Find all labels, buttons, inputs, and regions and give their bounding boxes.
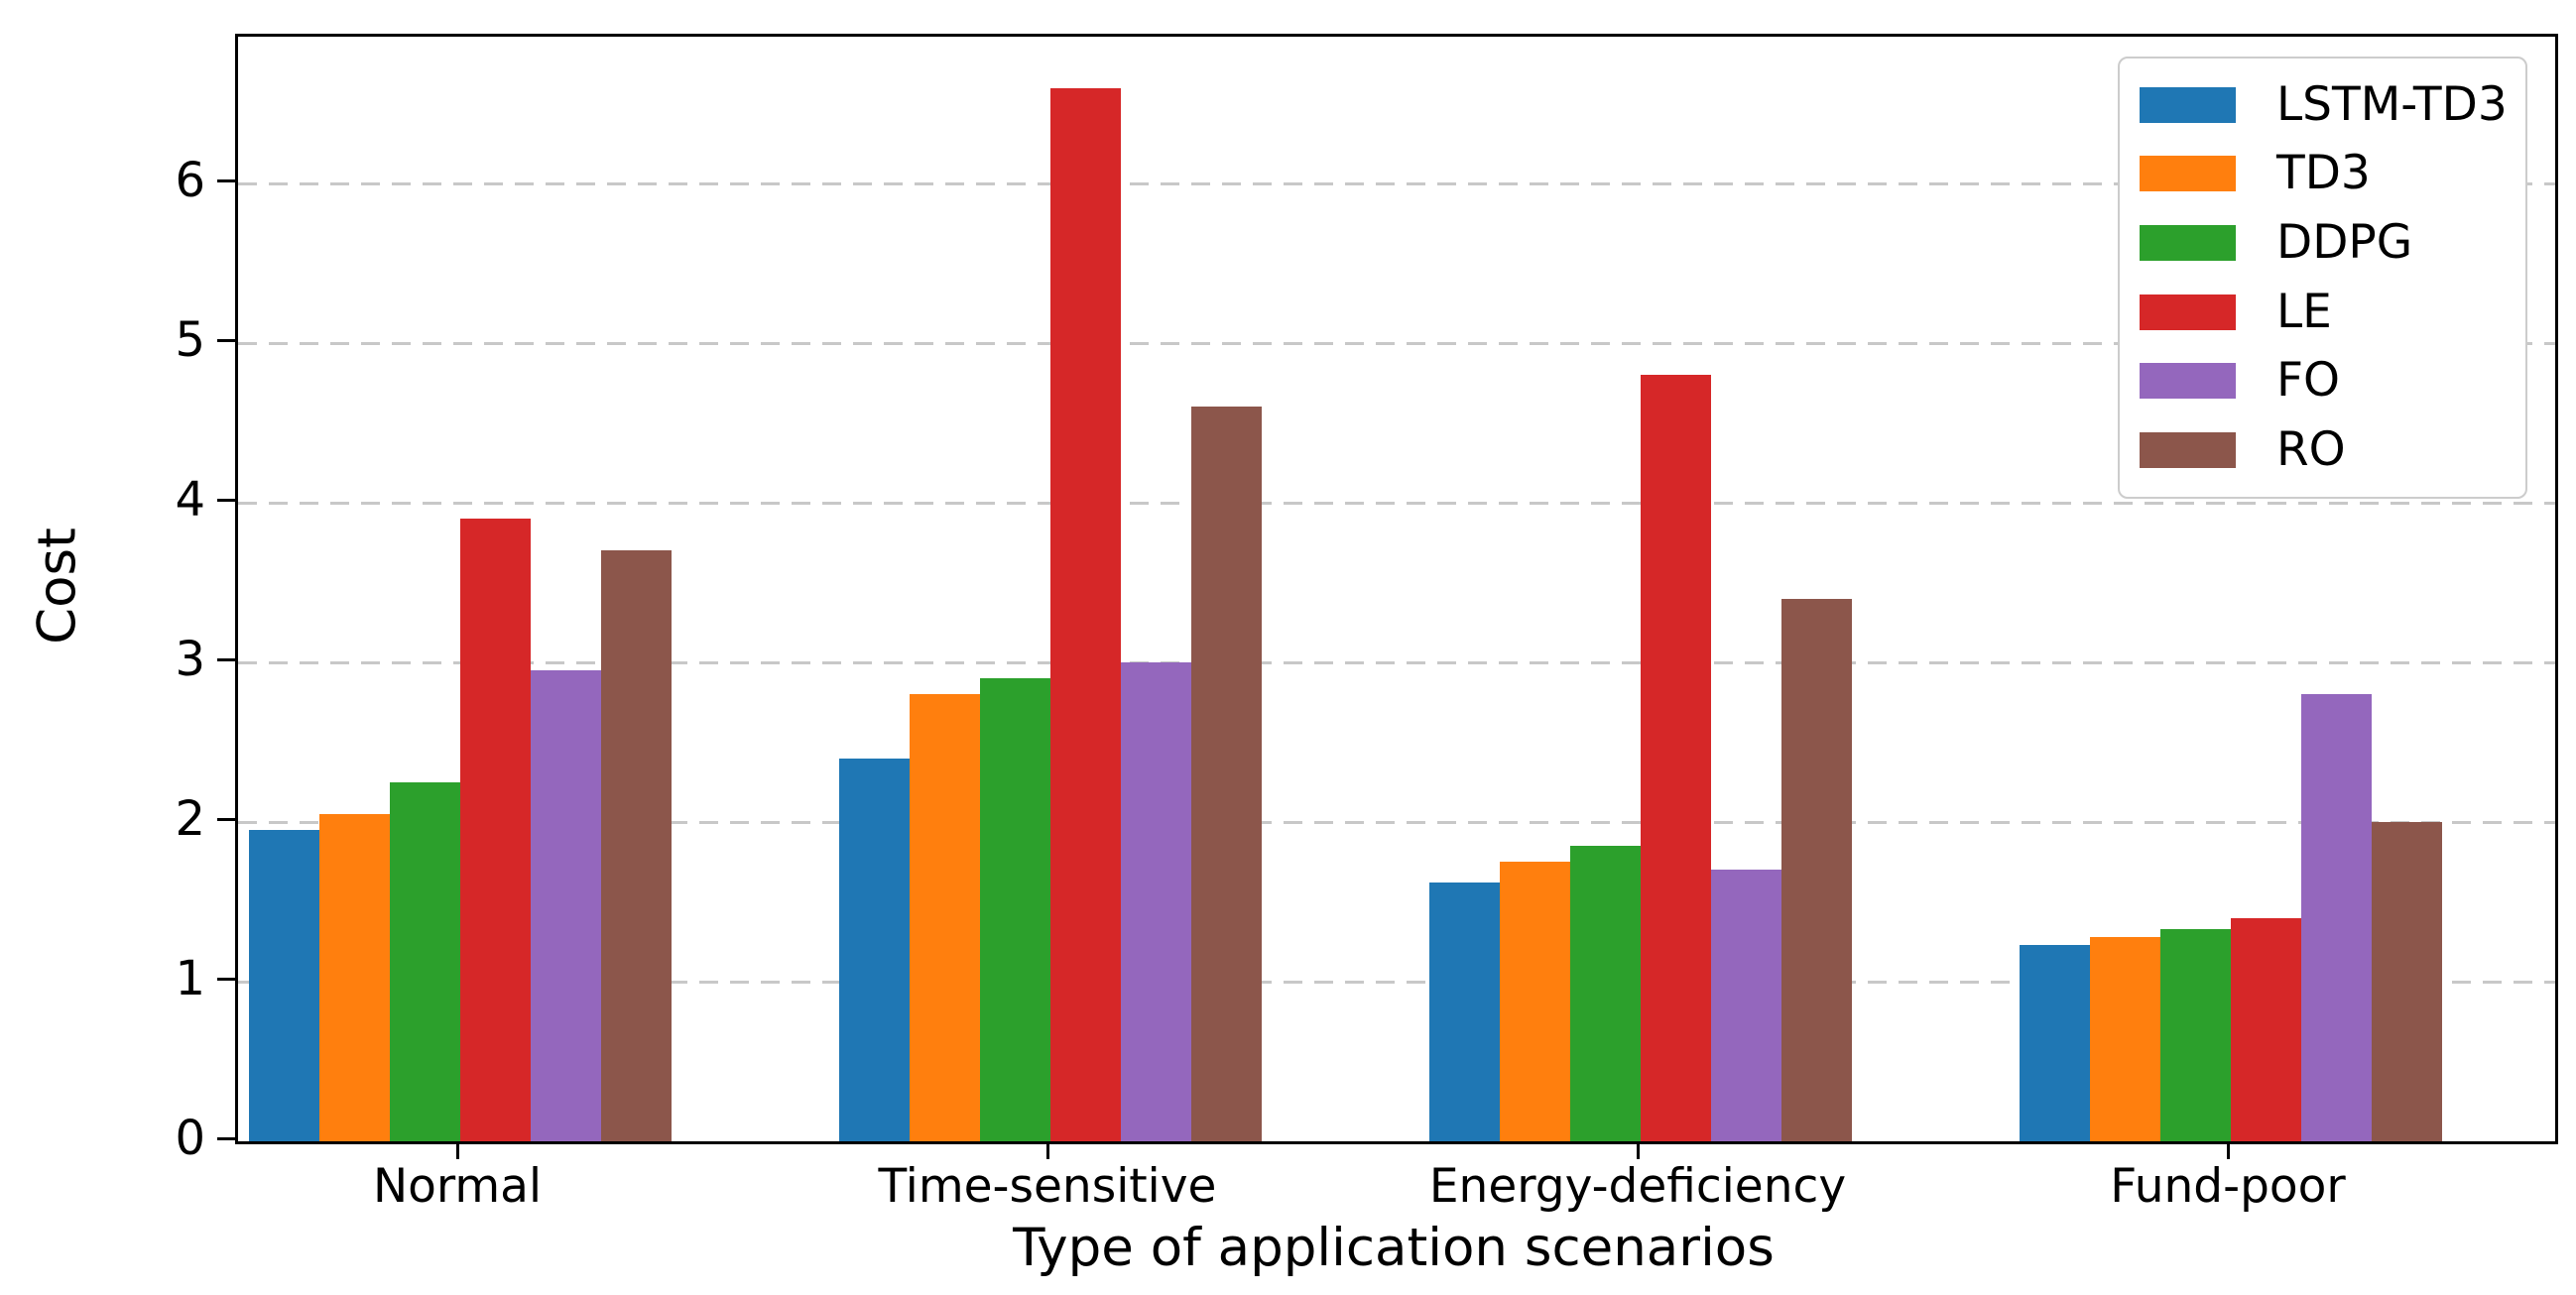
x-tick-label-Normal: Normal xyxy=(372,1159,543,1214)
y-tick-mark-3 xyxy=(217,657,235,661)
gridline-y6 xyxy=(238,181,2555,185)
x-tick-mark-Fund-poor xyxy=(2226,1141,2230,1159)
gridline-y1 xyxy=(238,980,2555,984)
gridline-y5 xyxy=(238,341,2555,345)
bar-LE-Fund-poor xyxy=(2231,917,2301,1141)
x-tick-mark-Normal xyxy=(455,1141,459,1159)
y-tick-label-4: 4 xyxy=(175,472,205,529)
bar-DDPG-Fund-poor xyxy=(2160,928,2231,1141)
legend-label-RO: RO xyxy=(2276,422,2346,478)
gridline-y3 xyxy=(238,660,2555,664)
x-tick-label-Time-sensitive: Time-sensitive xyxy=(878,1159,1217,1214)
y-tick-mark-1 xyxy=(217,977,235,981)
legend-swatch-RO xyxy=(2140,432,2236,469)
y-tick-label-3: 3 xyxy=(175,632,205,688)
bar-LE-Energy-deficiency xyxy=(1641,375,1711,1141)
legend-entry-RO: RO xyxy=(2140,423,2525,477)
bar-FO-Fund-poor xyxy=(2301,694,2372,1141)
y-tick-label-0: 0 xyxy=(175,1111,205,1166)
legend-entry-DDPG: DDPG xyxy=(2140,216,2525,270)
y-tick-label-2: 2 xyxy=(175,791,205,848)
y-tick-mark-6 xyxy=(217,178,235,182)
y-tick-label-1: 1 xyxy=(175,951,205,1007)
bar-LSTM-TD3-Fund-poor xyxy=(2020,945,2090,1141)
bar-LSTM-TD3-Normal xyxy=(249,830,319,1141)
legend-swatch-FO xyxy=(2140,363,2236,400)
legend-entry-LSTM-TD3: LSTM-TD3 xyxy=(2140,76,2525,132)
bar-DDPG-Normal xyxy=(390,781,460,1141)
legend-swatch-DDPG xyxy=(2140,225,2236,262)
gridline-y4 xyxy=(238,501,2555,505)
y-tick-mark-5 xyxy=(217,338,235,342)
bar-RO-Fund-poor xyxy=(2372,822,2442,1141)
legend-entry-LE: LE xyxy=(2140,284,2525,339)
bar-TD3-Normal xyxy=(319,814,390,1141)
x-tick-mark-Time-sensitive xyxy=(1045,1141,1049,1159)
legend: LSTM-TD3 TD3 DDPG LE FO RO xyxy=(2118,57,2527,499)
legend-entry-TD3: TD3 xyxy=(2140,147,2525,200)
legend-label-TD3: TD3 xyxy=(2276,146,2371,201)
bar-LSTM-TD3-Time-sensitive xyxy=(839,758,910,1141)
legend-label-LSTM-TD3: LSTM-TD3 xyxy=(2276,76,2508,132)
legend-swatch-LE xyxy=(2140,294,2236,330)
bar-FO-Time-sensitive xyxy=(1121,662,1191,1141)
legend-label-FO: FO xyxy=(2276,353,2341,409)
bar-RO-Energy-deficiency xyxy=(1781,598,1852,1141)
bar-FO-Energy-deficiency xyxy=(1711,870,1781,1141)
x-tick-label-Fund-poor: Fund-poor xyxy=(2110,1159,2346,1214)
bar-TD3-Time-sensitive xyxy=(910,694,980,1141)
bar-DDPG-Time-sensitive xyxy=(980,678,1050,1141)
legend-swatch-TD3 xyxy=(2140,156,2236,192)
y-tick-mark-0 xyxy=(217,1136,235,1140)
x-tick-label-Energy-deficiency: Energy-deficiency xyxy=(1428,1159,1847,1214)
x-axis-title: Type of application scenarios xyxy=(1013,1218,1775,1278)
y-tick-label-6: 6 xyxy=(175,153,205,209)
y-axis-title: Cost xyxy=(27,528,88,645)
legend-entry-FO: FO xyxy=(2140,354,2525,408)
bar-LE-Time-sensitive xyxy=(1050,87,1121,1141)
bar-DDPG-Energy-deficiency xyxy=(1570,846,1641,1141)
legend-label-DDPG: DDPG xyxy=(2276,215,2413,271)
bar-TD3-Fund-poor xyxy=(2090,936,2160,1141)
bar-FO-Normal xyxy=(531,670,601,1141)
legend-label-LE: LE xyxy=(2276,284,2332,339)
gridline-y2 xyxy=(238,820,2555,824)
legend-swatch-LSTM-TD3 xyxy=(2140,86,2236,123)
bar-TD3-Energy-deficiency xyxy=(1500,862,1570,1141)
bar-LE-Normal xyxy=(460,519,531,1141)
bars-layer xyxy=(238,37,2555,1141)
bar-RO-Normal xyxy=(601,550,672,1141)
bar-LSTM-TD3-Energy-deficiency xyxy=(1429,883,1500,1141)
y-tick-mark-2 xyxy=(217,817,235,821)
x-tick-mark-Energy-deficiency xyxy=(1636,1141,1640,1159)
y-tick-label-5: 5 xyxy=(175,312,205,369)
y-tick-mark-4 xyxy=(217,498,235,502)
bar-RO-Time-sensitive xyxy=(1191,407,1262,1141)
